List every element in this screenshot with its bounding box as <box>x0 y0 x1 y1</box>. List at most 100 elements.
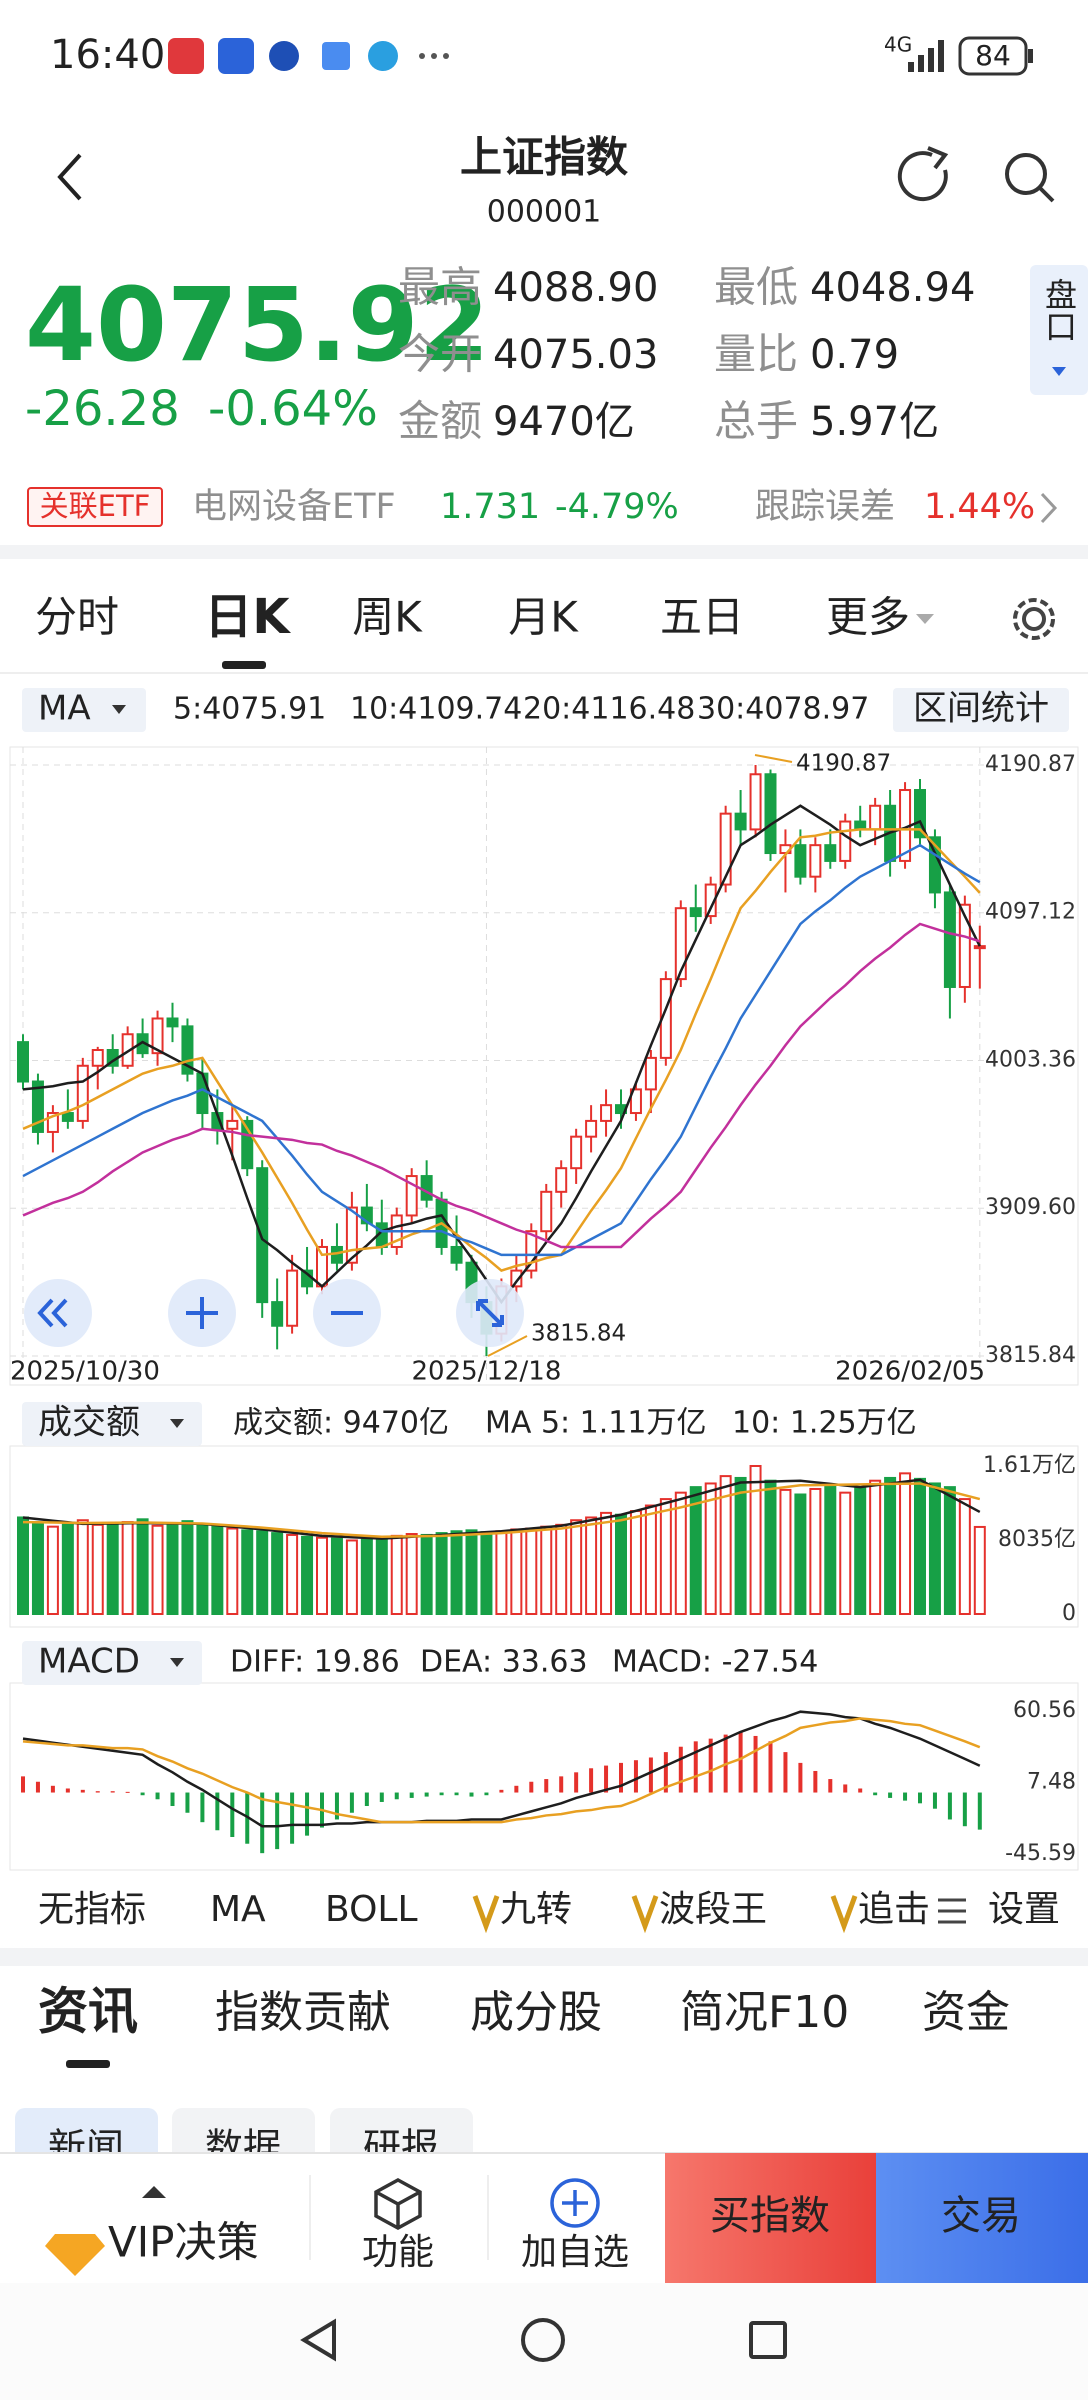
candle-body <box>585 1119 598 1138</box>
side-tab[interactable] <box>1030 265 1088 395</box>
indicator-select[interactable] <box>22 688 146 732</box>
settings-gear[interactable] <box>1013 598 1055 640</box>
volume-bar <box>495 1530 508 1616</box>
volume-bar <box>31 1522 44 1616</box>
y-tick-label: 8035亿 <box>998 1527 1076 1552</box>
high-label: 4190.87 <box>796 751 891 777</box>
stat-label: 最低 <box>714 263 798 312</box>
range-button[interactable] <box>893 688 1069 732</box>
indicator-tab[interactable]: 追击 <box>858 1889 930 1930</box>
side-tab-arrow <box>1052 367 1066 376</box>
volume-bar <box>316 1536 328 1616</box>
volume-bar <box>196 1523 209 1616</box>
volume-select[interactable] <box>22 1402 202 1446</box>
candle-body <box>555 1167 568 1193</box>
stat-value: 5.97亿 <box>810 399 939 445</box>
stat-label: 总手 <box>714 397 798 446</box>
indicator-tab[interactable]: 波段王 <box>659 1889 767 1930</box>
period-tab[interactable]: 周K <box>352 593 423 642</box>
search-button[interactable] <box>1005 153 1055 203</box>
candle-body <box>360 1206 373 1225</box>
period-tab[interactable]: 五日 <box>660 593 744 642</box>
high-pointer <box>754 754 793 763</box>
period-tab-active[interactable]: 日K <box>204 589 291 645</box>
back-button[interactable] <box>57 153 82 201</box>
expand-arrow[interactable] <box>142 2186 166 2198</box>
macd-bar <box>394 1792 399 1800</box>
volume-frame <box>9 1445 1079 1628</box>
volume-bar <box>465 1529 478 1616</box>
change-pct: -0.64% <box>208 381 378 437</box>
stat-label: 今开 <box>398 330 482 379</box>
volume-bar <box>794 1493 807 1616</box>
macd-bar <box>454 1792 459 1796</box>
low-pointer <box>487 1335 528 1357</box>
info-tab[interactable]: 成分股 <box>470 1987 602 2038</box>
etf-arrow[interactable] <box>1040 492 1058 524</box>
candle-body <box>196 1072 209 1115</box>
candle-body <box>525 1230 538 1272</box>
macd-bar <box>484 1792 489 1796</box>
buy-button-bg[interactable] <box>665 2153 876 2283</box>
macd-bar <box>828 1779 833 1793</box>
volume-bar <box>943 1486 956 1616</box>
zoom-buttons[interactable] <box>24 1279 524 1347</box>
refresh-button[interactable] <box>897 146 949 202</box>
indicator-tab[interactable]: 无指标 <box>38 1889 146 1930</box>
candle-body <box>958 903 971 988</box>
trade-button-bg[interactable] <box>876 2153 1088 2283</box>
trade-button[interactable]: 交易 <box>941 2193 1021 2239</box>
tab-underline <box>222 661 266 669</box>
macd-frame <box>9 1682 1079 1871</box>
etf-tag: 关联ETF <box>40 489 151 523</box>
candle-body <box>719 812 732 886</box>
macd-bar <box>334 1792 339 1820</box>
tracking-value: 1.44% <box>924 487 1035 527</box>
function-icon <box>374 2178 422 2230</box>
range-button-label[interactable]: 区间统计 <box>913 689 1049 729</box>
candle-body <box>166 1017 179 1028</box>
volume-title[interactable]: 成交额 <box>38 1403 140 1443</box>
candle-body <box>973 945 986 950</box>
side-tab-label[interactable]: 盘口 <box>1040 278 1078 342</box>
info-tab[interactable]: 资金 <box>922 1987 1010 2038</box>
period-tab[interactable]: 分时 <box>35 593 119 642</box>
macd-title[interactable]: MACD <box>38 1642 140 1682</box>
volume-bar <box>973 1525 986 1616</box>
macd-bar <box>977 1792 982 1830</box>
macd-bar <box>50 1785 55 1793</box>
candle-body <box>271 1301 284 1327</box>
nav-back[interactable] <box>300 2318 336 2362</box>
function-button[interactable]: 功能 <box>362 2232 434 2273</box>
macd-select[interactable] <box>22 1641 202 1685</box>
info-tab[interactable]: 简况F10 <box>680 1987 849 2038</box>
vip-button[interactable]: VIP决策 <box>108 2218 258 2267</box>
stat-value: 4075.03 <box>493 332 658 378</box>
etf-tag-box <box>27 487 163 527</box>
macd-bar <box>738 1731 743 1793</box>
signal <box>908 40 944 72</box>
indicator-tab-active[interactable]: MA <box>210 1889 266 1930</box>
info-tab-active[interactable]: 资讯 <box>38 1983 138 2041</box>
period-tab[interactable]: 月K <box>508 593 579 642</box>
macd-bar <box>424 1792 429 1797</box>
vip-icon <box>45 2234 105 2276</box>
watch-icon-plus <box>562 2190 588 2216</box>
plots: 4190.87 4097.12 4003.36 3909.60 3815.84 2025/… <box>10 747 1076 1866</box>
info-tab[interactable]: 指数贡献 <box>215 1987 391 2038</box>
watch-button[interactable]: 加自选 <box>521 2232 629 2273</box>
volume-bar <box>226 1527 239 1616</box>
indicator-name[interactable]: MA <box>38 689 91 729</box>
nav-home[interactable] <box>521 2318 565 2362</box>
indicator-tab[interactable]: 九转 <box>500 1889 572 1930</box>
etf-name[interactable]: 电网设备ETF <box>192 487 396 527</box>
volume-bar <box>405 1533 418 1616</box>
indicator-tab[interactable]: BOLL <box>325 1889 418 1930</box>
period-tab[interactable]: 更多 <box>826 593 910 642</box>
stat-label: 最高 <box>398 263 482 312</box>
volume-bar <box>166 1522 179 1616</box>
settings-button[interactable]: 设置 <box>988 1889 1060 1930</box>
volume-bar <box>839 1491 852 1616</box>
nav-recent[interactable] <box>749 2321 787 2359</box>
buy-button[interactable]: 买指数 <box>710 2193 830 2239</box>
